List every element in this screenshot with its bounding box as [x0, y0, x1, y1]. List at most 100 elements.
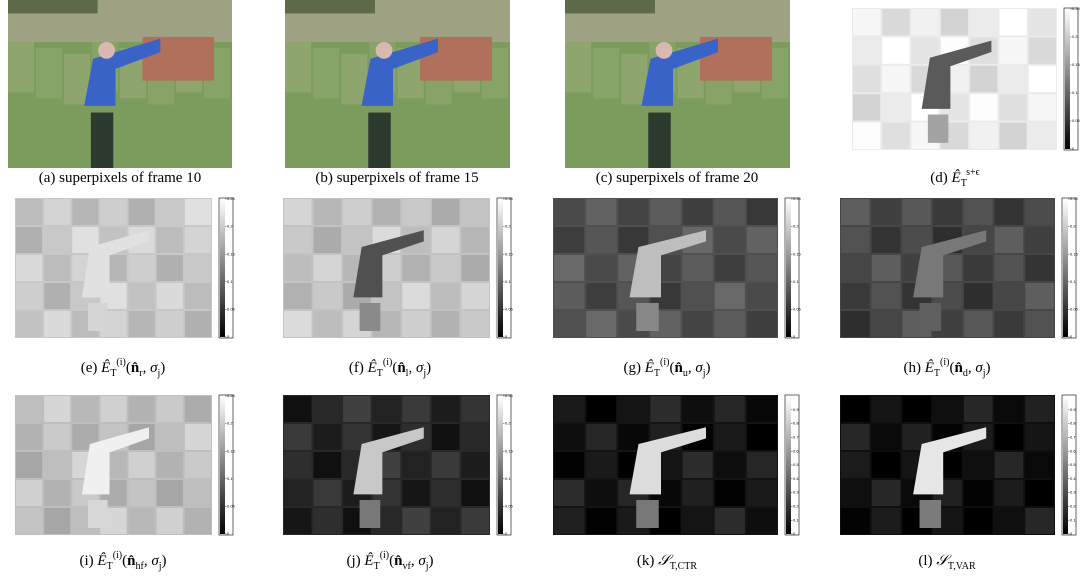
colorbar-tick-label: 0.15	[1072, 62, 1081, 67]
image-region	[129, 396, 155, 422]
colorbar-tick-label: 0.15	[505, 251, 514, 256]
image-region	[995, 396, 1024, 422]
image-region	[314, 283, 342, 309]
caption-part: )	[429, 553, 434, 569]
image-region	[98, 42, 115, 59]
image-region	[928, 115, 949, 143]
image-region	[185, 396, 211, 422]
image-region	[920, 500, 942, 528]
colorbar-tick-label: 0.6	[1070, 448, 1076, 453]
image-region	[853, 66, 880, 92]
caption-part: T,VAR	[948, 561, 976, 572]
colorbar-tick-label: 0.25	[505, 393, 514, 398]
image-region	[157, 199, 183, 225]
image-region	[650, 199, 680, 225]
image-region	[995, 227, 1024, 253]
image-region	[999, 66, 1026, 92]
colorbar-tick-label: 0.1	[793, 279, 799, 284]
colorbar-tick-label: 0.2	[505, 224, 511, 229]
image-region	[841, 424, 870, 450]
image-region	[314, 227, 342, 253]
image-region	[284, 508, 312, 534]
panel: (h) ÊT(i)(n̂d, σj)00.050.10.150.20.25	[840, 196, 1079, 379]
caption-part: Ê	[363, 552, 373, 569]
colorbar-tick-label: 0.4	[793, 476, 799, 481]
image-region	[841, 480, 870, 506]
image-region	[432, 311, 460, 337]
image-region	[636, 500, 659, 528]
colorbar-tick-label: 0.1	[227, 476, 233, 481]
image-region	[683, 283, 713, 309]
image-region	[461, 480, 489, 506]
caption: (d) ÊTs+ϵ	[930, 167, 979, 189]
image-region	[882, 94, 909, 120]
panel: (e) ÊT(i)(n̂r, σj)00.050.10.150.20.25	[15, 196, 236, 379]
colorbar-tick-label: 0.6	[793, 448, 799, 453]
image-region	[284, 396, 312, 422]
image-region	[586, 311, 616, 337]
image-region	[16, 255, 42, 281]
image-region	[841, 452, 870, 478]
image-region	[554, 283, 584, 309]
colorbar-tick-label: 0.15	[1070, 251, 1079, 256]
image-region	[157, 396, 183, 422]
image-region	[185, 480, 211, 506]
image-region	[129, 480, 155, 506]
colorbar-tick-label: 0.1	[793, 517, 799, 522]
caption-part: (i)	[380, 550, 389, 561]
caption-part: ,	[968, 360, 976, 376]
colorbar-tick-label: 0.2	[505, 421, 511, 426]
colorbar-tick-label: 0.25	[227, 393, 236, 398]
image-region	[872, 311, 901, 337]
image-region	[129, 508, 155, 534]
colorbar-tick-label: 0.15	[505, 448, 514, 453]
colorbar-tick-label: 0.1	[505, 279, 511, 284]
image-region	[912, 9, 939, 35]
image-region	[314, 424, 342, 450]
image-region	[618, 199, 648, 225]
image-region	[964, 396, 993, 422]
caption-part: (g)	[623, 360, 644, 376]
image-region	[461, 396, 489, 422]
caption-part: (i)	[116, 357, 125, 368]
colorbar-tick-label: 0.2	[1072, 34, 1078, 39]
image-region	[1029, 123, 1056, 149]
image-region	[554, 227, 584, 253]
colorbar-tick-label: 0.15	[793, 251, 802, 256]
caption-part: ,	[411, 553, 419, 569]
image-region	[747, 227, 777, 253]
colorbar	[220, 199, 225, 337]
image-region	[747, 255, 777, 281]
caption: (g) ÊT(i)(n̂u, σj)	[623, 357, 710, 379]
image-region	[314, 199, 342, 225]
image-region	[402, 396, 430, 422]
image-region	[920, 303, 942, 331]
image-region	[999, 9, 1026, 35]
image-region	[461, 199, 489, 225]
image-region	[16, 199, 42, 225]
image-region	[715, 452, 745, 478]
image-region	[683, 508, 713, 534]
image-region	[44, 255, 70, 281]
image-region	[1029, 37, 1056, 63]
caption: (e) ÊT(i)(n̂r, σj)	[81, 357, 166, 379]
image-region	[933, 396, 962, 422]
image-region	[747, 396, 777, 422]
caption-part: Ê	[644, 359, 654, 376]
image-region	[554, 452, 584, 478]
colorbar	[498, 199, 503, 337]
colorbar-tick-label: 0.9	[1070, 407, 1076, 412]
panel: (c) superpixels of frame 20	[565, 0, 790, 186]
image-region	[185, 283, 211, 309]
colorbar-tick-label: 0.4	[1070, 476, 1076, 481]
image-region	[36, 48, 62, 98]
caption: (j) ÊT(i)(n̂vf, σj)	[346, 550, 433, 572]
image-region	[747, 452, 777, 478]
image-region	[941, 9, 968, 35]
image-region	[157, 508, 183, 534]
image-region	[157, 283, 183, 309]
colorbar-tick-label: 0.8	[793, 421, 799, 426]
figure: (a) superpixels of frame 10(b) superpixe…	[0, 0, 1083, 585]
colorbar-tick-label: 0.2	[793, 503, 799, 508]
image-region	[157, 452, 183, 478]
